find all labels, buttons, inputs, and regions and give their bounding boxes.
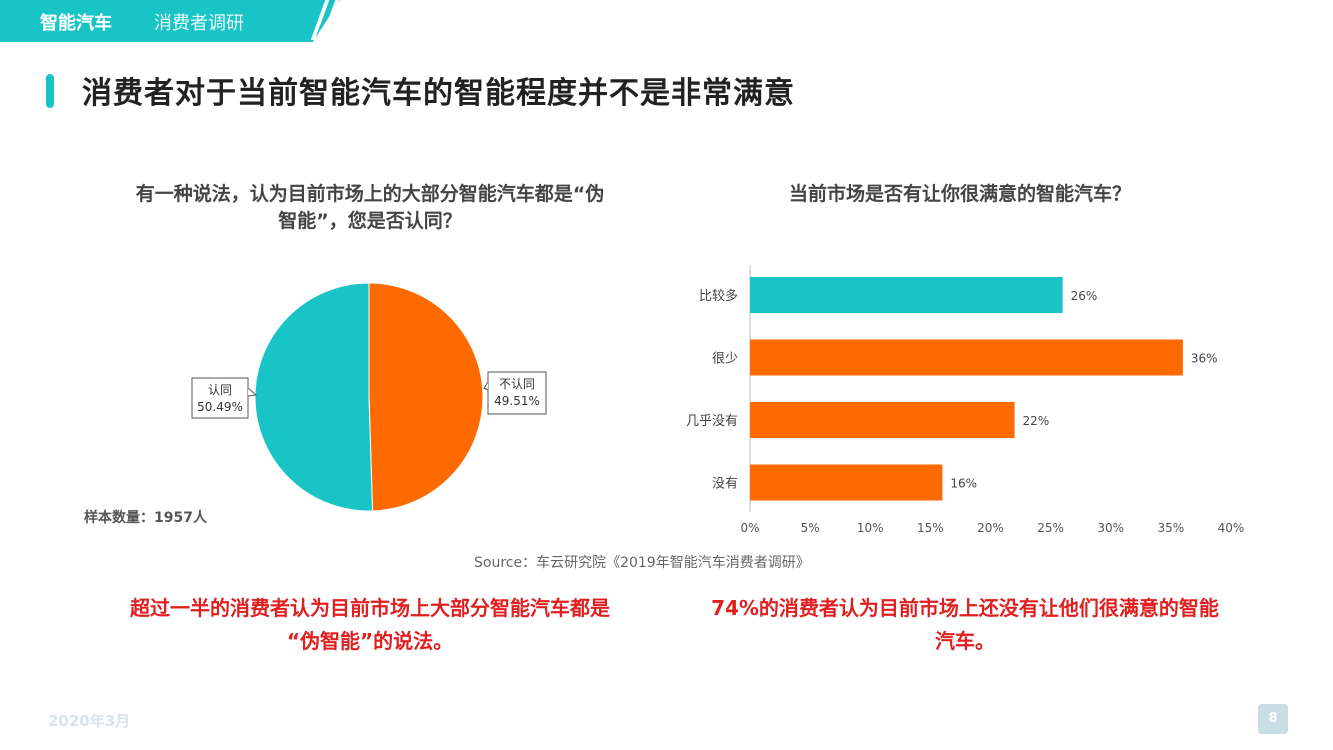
bar-value-label: 22% [1023,414,1050,428]
bar-category-label: 比较多 [699,288,738,304]
bar-category-label: 没有 [712,477,738,492]
left-conclusion-line1: 超过一半的消费者认为目前市场上大部分智能汽车都是 [130,596,610,620]
callout-pointer [247,387,258,397]
x-tick-label: 20% [977,521,1004,535]
source-note: Source：车云研究院《2019年智能汽车消费者调研》 [474,555,810,571]
x-tick-label: 35% [1158,521,1185,535]
bar-value-label: 16% [950,477,977,491]
right-conclusion-line2: 汽车。 [935,629,995,653]
x-tick-label: 5% [801,521,820,535]
bar [750,339,1183,376]
x-tick-label: 0% [740,521,759,535]
left-conclusion-line2: “伪智能”的说法。 [286,629,454,653]
left-conclusion: 超过一半的消费者认为目前市场上大部分智能汽车都是 “伪智能”的说法。 [60,592,680,658]
x-tick-label: 25% [1037,521,1064,535]
footer-date: 2020年3月 [48,712,131,730]
bar-value-label: 26% [1071,289,1098,303]
pie-value-label: 50.49% [197,400,243,414]
header-section: 消费者调研 [154,13,244,34]
bar [750,464,943,501]
bar-value-label: 36% [1191,352,1218,366]
pie-data-label-agree: 认同 50.49% [191,377,258,419]
sample-size: 样本数量：1957人 [84,510,207,526]
header-bar [0,0,340,42]
right-conclusion: 74%的消费者认为目前市场上还没有让他们很满意的智能 汽车。 [665,592,1265,658]
pie-category-label: 不认同 [499,377,535,391]
bar-category-label: 很少 [712,352,738,367]
pie-chart: 认同 50.49% 不认同 49.51% [191,282,547,512]
pie-slice [368,282,484,512]
page-title: 消费者对于当前智能汽车的智能程度并不是非常满意 [82,76,795,111]
pie-chart-title-line2: 智能”，您是否认同？ [278,209,462,232]
pie-value-label: 49.51% [494,394,540,408]
bar [750,402,1015,438]
pie-chart-title-line1: 有一种说法，认为目前市场上的大部分智能汽车都是“伪 [135,183,605,205]
header-brand: 智能汽车 [40,13,112,34]
bar-chart-title: 当前市场是否有让你很满意的智能汽车？ [788,183,1131,205]
callout-pointer [483,381,489,391]
x-tick-label: 10% [857,521,884,535]
bar-category-label: 几乎没有 [686,414,738,429]
pie-data-label-disagree: 不认同 49.51% [483,371,547,415]
x-tick-label: 40% [1218,521,1245,535]
x-tick-label: 15% [917,521,944,535]
page-number: 8 [1258,704,1288,734]
pie-category-label: 认同 [208,383,232,397]
pie-chart-title: 有一种说法，认为目前市场上的大部分智能汽车都是“伪 智能”，您是否认同？ [60,181,680,234]
right-conclusion-line1: 74%的消费者认为目前市场上还没有让他们很满意的智能 [711,596,1219,620]
bar [750,277,1063,313]
pie-slice [254,282,374,512]
bar-chart: 比较多 26% 很少 36% 几乎没有 22% 没有 16% 0% 5% 10% 15% 20% 25% 3… [686,265,1245,535]
x-tick-label: 30% [1097,521,1124,535]
title-accent-bar [46,74,54,108]
